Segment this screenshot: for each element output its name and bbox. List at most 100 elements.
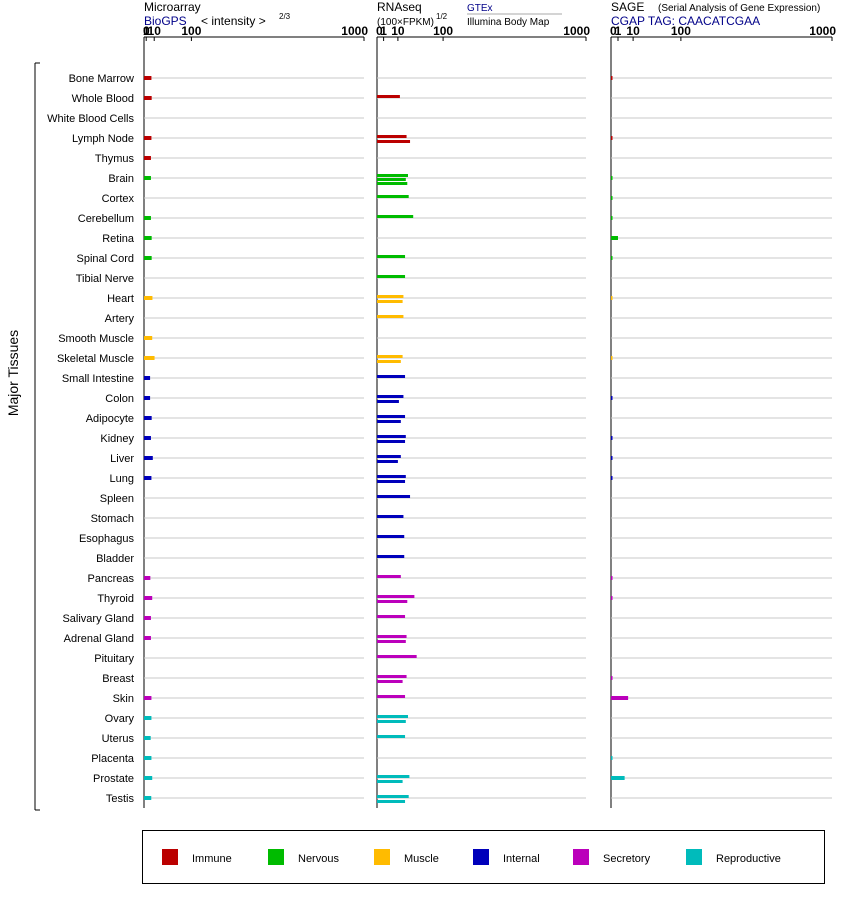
bar-sage bbox=[611, 296, 613, 300]
tissue-label: Kidney bbox=[100, 433, 134, 445]
y-axis-label: Major Tissues bbox=[5, 330, 21, 416]
bar-sage bbox=[611, 596, 613, 600]
bar-rnaseq bbox=[377, 415, 406, 418]
tissue-label: Uterus bbox=[102, 733, 135, 745]
x-tick-label: 100 bbox=[181, 24, 201, 38]
x-tick-label: 1 bbox=[615, 24, 622, 38]
tissue-label: Spleen bbox=[100, 493, 134, 505]
tissue-label: Heart bbox=[107, 293, 134, 305]
bar-rnaseq bbox=[377, 615, 406, 618]
tissue-label: Colon bbox=[105, 393, 134, 405]
bar-microarray bbox=[144, 696, 152, 700]
tissue-label: Stomach bbox=[91, 513, 134, 525]
bar-sage bbox=[611, 436, 613, 440]
bar-microarray bbox=[144, 396, 151, 400]
bar-sage bbox=[611, 756, 613, 760]
x-tick-label: 100 bbox=[671, 24, 691, 38]
tissue-label: Esophagus bbox=[79, 533, 135, 545]
bar-rnaseq bbox=[377, 600, 408, 603]
tissue-label: Breast bbox=[102, 673, 134, 685]
tissue-label: Lymph Node bbox=[72, 133, 134, 145]
bar-rnaseq bbox=[377, 275, 406, 278]
legend-label-reproductive: Reproductive bbox=[716, 853, 781, 865]
bar-sage bbox=[611, 456, 613, 460]
bar-microarray bbox=[144, 716, 152, 720]
bar-microarray bbox=[144, 636, 151, 640]
bar-rnaseq bbox=[377, 360, 401, 363]
tissue-label: Lung bbox=[110, 473, 134, 485]
bar-microarray bbox=[144, 96, 152, 100]
panel-scale-label-sage: (Serial Analysis of Gene Expression) bbox=[658, 3, 820, 14]
bar-sage bbox=[611, 216, 613, 220]
bar-rnaseq bbox=[377, 535, 405, 538]
bar-rnaseq bbox=[377, 680, 403, 683]
panel-scale-exp-rnaseq: 1/2 bbox=[436, 12, 448, 21]
bar-rnaseq bbox=[377, 135, 407, 138]
bar-sage bbox=[611, 76, 613, 80]
tissue-label: Adipocyte bbox=[86, 413, 134, 425]
bar-rnaseq bbox=[377, 635, 407, 638]
bar-microarray bbox=[144, 336, 153, 340]
panel-scale-label-microarray: < intensity > bbox=[201, 14, 266, 28]
bar-sage bbox=[611, 236, 618, 240]
panel-source-illumina: Illumina Body Map bbox=[467, 17, 550, 28]
legend-swatch-immune bbox=[162, 849, 178, 865]
bar-rnaseq bbox=[377, 255, 406, 258]
bar-sage bbox=[611, 696, 629, 700]
bar-rnaseq bbox=[377, 395, 404, 398]
tissue-label: Thymus bbox=[95, 153, 135, 165]
bar-sage bbox=[611, 136, 613, 140]
panel-title-rnaseq: RNAseq bbox=[377, 0, 422, 14]
bar-rnaseq bbox=[377, 440, 406, 443]
bar-sage bbox=[611, 576, 613, 580]
tissue-label: Bladder bbox=[96, 553, 134, 565]
bar-rnaseq bbox=[377, 400, 399, 403]
bar-rnaseq bbox=[377, 315, 404, 318]
legend-label-muscle: Muscle bbox=[404, 853, 439, 865]
bar-rnaseq bbox=[377, 455, 401, 458]
bar-rnaseq bbox=[377, 215, 414, 218]
bar-rnaseq bbox=[377, 178, 406, 181]
bar-microarray bbox=[144, 416, 152, 420]
bar-rnaseq bbox=[377, 640, 406, 643]
x-tick-label: 10 bbox=[148, 24, 162, 38]
bar-rnaseq bbox=[377, 95, 400, 98]
bar-microarray bbox=[144, 736, 151, 740]
bar-sage bbox=[611, 176, 613, 180]
tissue-label: Liver bbox=[110, 453, 134, 465]
legend-label-secretory: Secretory bbox=[603, 853, 651, 865]
bar-rnaseq bbox=[377, 355, 403, 358]
tissue-label: Retina bbox=[102, 233, 135, 245]
bar-rnaseq bbox=[377, 480, 406, 483]
bar-microarray bbox=[144, 756, 152, 760]
tissue-label: Prostate bbox=[93, 773, 134, 785]
bar-microarray bbox=[144, 576, 151, 580]
bar-microarray bbox=[144, 136, 152, 140]
bar-rnaseq bbox=[377, 295, 404, 298]
bar-rnaseq bbox=[377, 515, 404, 518]
bar-rnaseq bbox=[377, 375, 406, 378]
tissue-label: Adrenal Gland bbox=[64, 633, 134, 645]
legend-swatch-nervous bbox=[268, 849, 284, 865]
tissue-label: Whole Blood bbox=[72, 93, 134, 105]
x-tick-label: 0 bbox=[143, 24, 150, 38]
bar-microarray bbox=[144, 256, 152, 260]
bar-rnaseq bbox=[377, 495, 411, 498]
bar-rnaseq bbox=[377, 435, 406, 438]
bar-sage bbox=[611, 776, 625, 780]
bar-microarray bbox=[144, 376, 151, 380]
x-tick-label: 10 bbox=[391, 24, 405, 38]
bar-rnaseq bbox=[377, 140, 411, 143]
tissue-label: Brain bbox=[108, 173, 134, 185]
panel-subtitle-microarray: BioGPS bbox=[144, 14, 187, 28]
bar-rnaseq bbox=[377, 675, 407, 678]
tissue-label: Cerebellum bbox=[78, 213, 134, 225]
bar-rnaseq bbox=[377, 195, 409, 198]
bar-sage bbox=[611, 256, 613, 260]
bar-rnaseq bbox=[377, 595, 415, 598]
panel-subtitle-sage: CGAP TAG: CAACATCGAA bbox=[611, 14, 760, 28]
tissue-label: Tibial Nerve bbox=[76, 273, 134, 285]
tissue-label: Ovary bbox=[105, 713, 135, 725]
bar-microarray bbox=[144, 476, 152, 480]
